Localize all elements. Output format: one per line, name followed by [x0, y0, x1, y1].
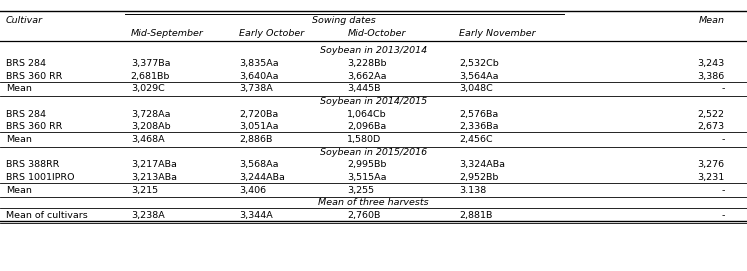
Text: 3,255: 3,255 [347, 186, 374, 195]
Text: 3,515Aa: 3,515Aa [347, 173, 387, 182]
Text: 3,564Aa: 3,564Aa [459, 72, 499, 81]
Text: 3,568Aa: 3,568Aa [239, 160, 279, 169]
Text: BRS 284: BRS 284 [6, 59, 46, 68]
Text: 2,456C: 2,456C [459, 135, 493, 144]
Text: 2,096Ba: 2,096Ba [347, 122, 387, 131]
Text: BRS 1001IPRO: BRS 1001IPRO [6, 173, 75, 182]
Text: 2,952Bb: 2,952Bb [459, 173, 499, 182]
Text: 3,215: 3,215 [131, 186, 158, 195]
Text: BRS 360 RR: BRS 360 RR [6, 122, 62, 131]
Text: 2,720Ba: 2,720Ba [239, 110, 279, 119]
Text: Soybean in 2015/2016: Soybean in 2015/2016 [320, 148, 427, 157]
Text: BRS 360 RR: BRS 360 RR [6, 72, 62, 81]
Text: 3,324ABa: 3,324ABa [459, 160, 506, 169]
Text: 3,406: 3,406 [239, 186, 266, 195]
Text: 3,238A: 3,238A [131, 211, 164, 220]
Text: Cultivar: Cultivar [6, 16, 43, 25]
Text: 2,576Ba: 2,576Ba [459, 110, 499, 119]
Text: BRS 284: BRS 284 [6, 110, 46, 119]
Text: 3,276: 3,276 [698, 160, 725, 169]
Text: 2,681Bb: 2,681Bb [131, 72, 170, 81]
Text: 2,760B: 2,760B [347, 211, 381, 220]
Text: -: - [721, 186, 725, 195]
Text: 3,640Aa: 3,640Aa [239, 72, 279, 81]
Text: 2,886B: 2,886B [239, 135, 273, 144]
Text: 3,228Bb: 3,228Bb [347, 59, 387, 68]
Text: 2,995Bb: 2,995Bb [347, 160, 387, 169]
Text: 3,244ABa: 3,244ABa [239, 173, 285, 182]
Text: Soybean in 2013/2014: Soybean in 2013/2014 [320, 47, 427, 56]
Text: BRS 388RR: BRS 388RR [6, 160, 59, 169]
Text: 2,673: 2,673 [698, 122, 725, 131]
Text: 3,835Aa: 3,835Aa [239, 59, 279, 68]
Text: 3,213ABa: 3,213ABa [131, 173, 177, 182]
Text: 3,048C: 3,048C [459, 85, 493, 93]
Text: 2,336Ba: 2,336Ba [459, 122, 499, 131]
Text: -: - [721, 211, 725, 220]
Text: 1,580D: 1,580D [347, 135, 382, 144]
Text: Mean: Mean [6, 186, 32, 195]
Text: 3,208Ab: 3,208Ab [131, 122, 170, 131]
Text: Mean of cultivars: Mean of cultivars [6, 211, 87, 220]
Text: Mean: Mean [698, 16, 725, 25]
Text: Mid-September: Mid-September [131, 29, 203, 38]
Text: 2,522: 2,522 [698, 110, 725, 119]
Text: Mean: Mean [6, 85, 32, 93]
Text: -: - [721, 85, 725, 93]
Text: -: - [721, 135, 725, 144]
Text: 1,064Cb: 1,064Cb [347, 110, 387, 119]
Text: 3,344A: 3,344A [239, 211, 273, 220]
Text: Sowing dates: Sowing dates [311, 16, 376, 25]
Text: Early October: Early October [239, 29, 304, 38]
Text: 3,738A: 3,738A [239, 85, 273, 93]
Text: 3,231: 3,231 [698, 173, 725, 182]
Text: 3,243: 3,243 [698, 59, 725, 68]
Text: 2,881B: 2,881B [459, 211, 493, 220]
Text: Early November: Early November [459, 29, 536, 38]
Text: 3,051Aa: 3,051Aa [239, 122, 279, 131]
Text: Mean of three harvests: Mean of three harvests [318, 198, 429, 207]
Text: 3,029C: 3,029C [131, 85, 164, 93]
Text: 3,662Aa: 3,662Aa [347, 72, 387, 81]
Text: 2,532Cb: 2,532Cb [459, 59, 499, 68]
Text: 3,377Ba: 3,377Ba [131, 59, 170, 68]
Text: 3,386: 3,386 [698, 72, 725, 81]
Text: 3,468A: 3,468A [131, 135, 164, 144]
Text: 3.138: 3.138 [459, 186, 486, 195]
Text: Mean: Mean [6, 135, 32, 144]
Text: 3,217ABa: 3,217ABa [131, 160, 176, 169]
Text: 3,445B: 3,445B [347, 85, 381, 93]
Text: 3,728Aa: 3,728Aa [131, 110, 170, 119]
Text: Mid-October: Mid-October [347, 29, 406, 38]
Text: Soybean in 2014/2015: Soybean in 2014/2015 [320, 97, 427, 106]
